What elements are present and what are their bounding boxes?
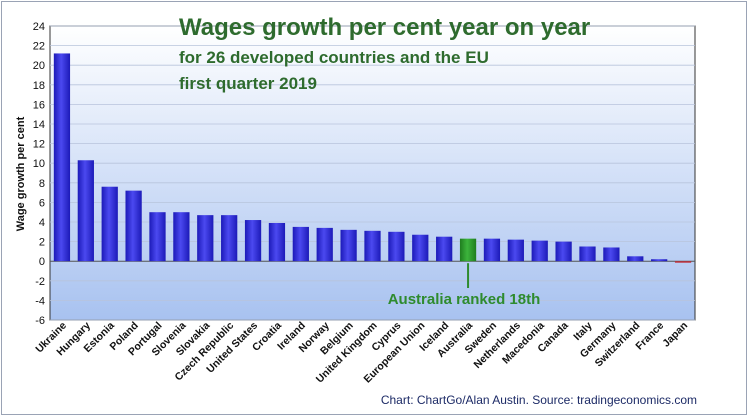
bar-switzerland	[627, 256, 644, 262]
y-tick-label: 22	[33, 41, 45, 53]
bar-ireland	[292, 226, 309, 262]
bar-croatia	[268, 222, 286, 262]
chart-source: Chart: ChartGo/Alan Austin. Source: trad…	[381, 393, 697, 407]
y-tick-label: -4	[35, 295, 45, 307]
bar-hungary	[77, 160, 94, 262]
bars	[53, 53, 692, 263]
y-tick-label: 6	[39, 197, 45, 209]
y-tick-label: 2	[39, 237, 45, 249]
y-tick-label: -2	[35, 276, 45, 288]
y-tick-label: -6	[35, 315, 45, 327]
bar-united-states	[244, 220, 262, 262]
y-tick-label: 20	[33, 60, 45, 72]
bar-belgium	[340, 229, 357, 262]
bar-estonia	[101, 186, 118, 262]
bar-cyprus	[388, 231, 405, 262]
chart-title: Wages growth per cent year on year	[179, 14, 590, 41]
y-tick-label: 12	[33, 139, 45, 151]
y-tick-label: 16	[33, 99, 45, 111]
y-tick-label: 4	[39, 217, 45, 229]
y-tick-label: 8	[39, 178, 45, 190]
y-tick-label: 10	[33, 158, 45, 170]
bar-france	[651, 259, 668, 262]
bar-italy	[579, 246, 596, 262]
bar-sweden	[483, 238, 501, 262]
annotation-australia-rank: Australia ranked 18th	[388, 291, 541, 308]
y-axis-label: Wage growth per cent	[15, 116, 27, 231]
y-tick-label: 18	[33, 80, 45, 92]
bar-poland	[125, 190, 142, 262]
bar-iceland	[436, 236, 453, 262]
bar-ukraine	[53, 53, 71, 262]
y-tick-label: 24	[33, 21, 45, 33]
bar-slovenia	[173, 212, 190, 262]
y-tick-label: 14	[33, 119, 45, 131]
bar-netherlands	[507, 239, 524, 262]
bar-czech-republic	[221, 215, 238, 262]
bar-canada	[555, 241, 572, 262]
bar-united-kingdom	[364, 230, 381, 262]
chart-subtitle-line2: first quarter 2019	[179, 74, 317, 93]
bar-european-union	[412, 234, 429, 262]
chart-subtitle-line1: for 26 developed countries and the EU	[179, 48, 489, 67]
x-axis-labels: UkraineHungaryEstoniaPolandPortugalSlove…	[33, 320, 690, 386]
y-tick-label: 0	[39, 256, 45, 268]
bar-japan	[674, 261, 692, 263]
bar-norway	[316, 227, 333, 262]
bar-australia	[459, 238, 477, 262]
bar-germany	[603, 247, 620, 262]
plot-area	[49, 25, 696, 321]
bar-portugal	[149, 212, 166, 262]
bar-macedonia	[531, 240, 548, 262]
bar-slovakia	[197, 215, 214, 262]
x-tick-label: Japan	[660, 320, 690, 350]
